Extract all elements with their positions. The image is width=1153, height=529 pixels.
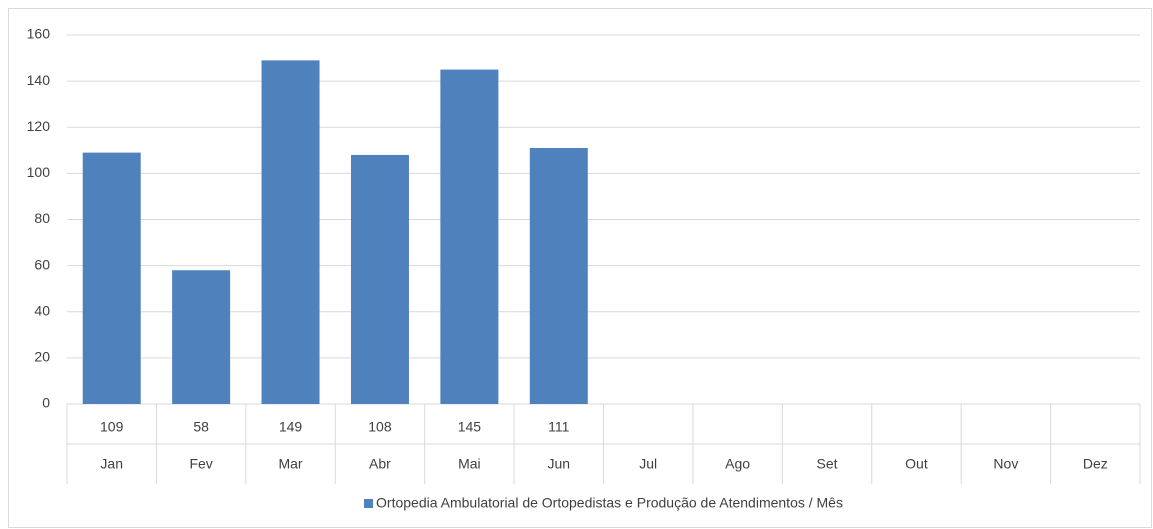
y-tick-label: 140 — [27, 72, 51, 88]
table-value: 109 — [100, 419, 124, 435]
bar — [261, 60, 320, 405]
y-tick-label: 40 — [34, 302, 50, 318]
bar — [350, 154, 409, 404]
x-tick-label: Jan — [100, 456, 123, 472]
y-tick-label: 80 — [34, 210, 50, 226]
x-tick-label: Abr — [369, 456, 391, 472]
x-tick-label: Jul — [639, 456, 657, 472]
x-tick-label: Nov — [993, 456, 1018, 472]
bar — [82, 152, 141, 404]
legend-swatch — [364, 499, 374, 508]
x-tick-label: Fev — [189, 456, 212, 472]
y-tick-label: 0 — [42, 395, 50, 411]
x-tick-label: Ago — [725, 456, 750, 472]
table-value: 108 — [368, 419, 392, 435]
table-value: 58 — [193, 419, 209, 435]
x-tick-label: Mar — [278, 456, 302, 472]
x-tick-label: Mai — [458, 456, 481, 472]
x-tick-label: Out — [905, 456, 928, 472]
x-tick-label: Jun — [548, 456, 571, 472]
table-value: 149 — [279, 419, 303, 435]
y-tick-label: 60 — [34, 256, 50, 272]
y-tick-label: 20 — [34, 349, 50, 365]
y-tick-label: 160 — [27, 26, 51, 42]
bar — [529, 148, 588, 404]
x-tick-label: Set — [817, 456, 838, 472]
table-value: 145 — [458, 419, 482, 435]
table-value: 111 — [548, 419, 569, 435]
bar — [172, 270, 231, 404]
bar — [440, 69, 499, 404]
x-tick-label: Dez — [1083, 456, 1108, 472]
y-tick-label: 100 — [27, 164, 51, 180]
legend-label: Ortopedia Ambulatorial de Ortopedistas e… — [376, 495, 843, 511]
y-tick-label: 120 — [27, 118, 51, 134]
